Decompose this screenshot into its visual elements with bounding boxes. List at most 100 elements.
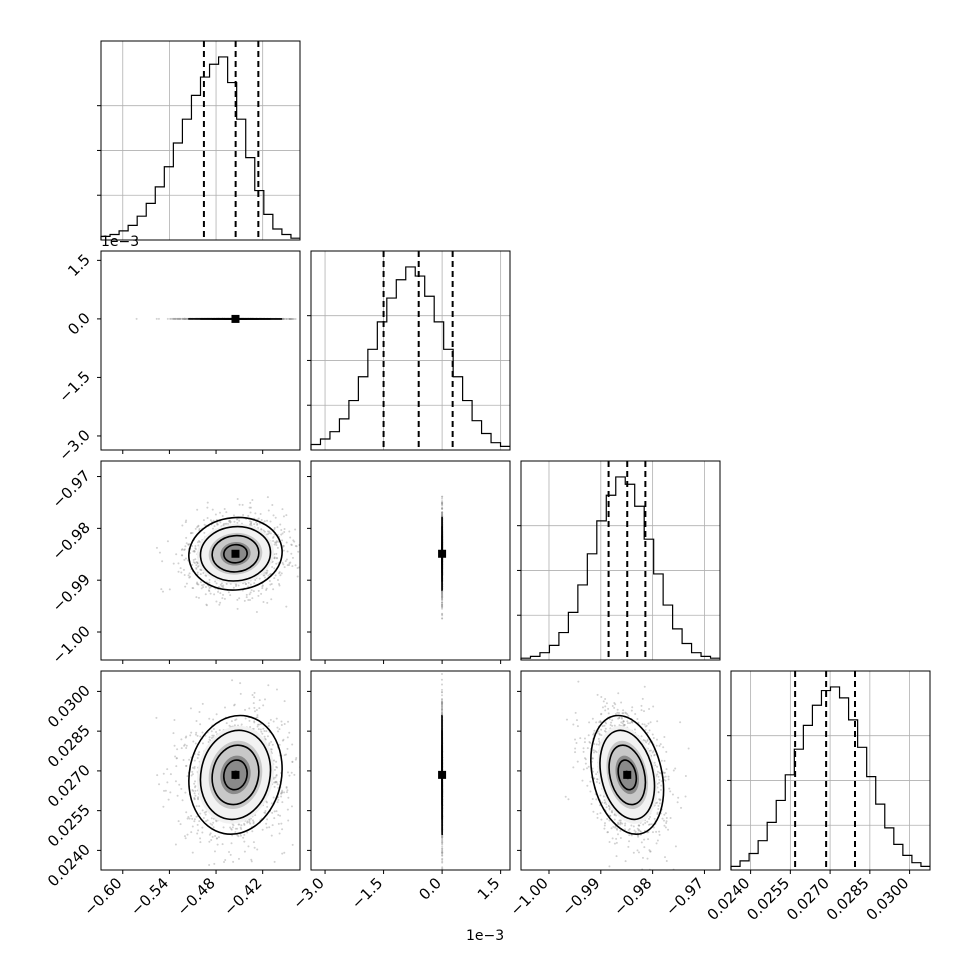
scatter-point	[441, 502, 444, 505]
scatter-point	[257, 594, 260, 597]
scatter-point	[441, 596, 444, 599]
scatter-point	[201, 831, 204, 834]
scatter-point	[186, 317, 189, 320]
scatter-point	[184, 791, 187, 794]
scatter-point	[195, 719, 198, 722]
scatter-point	[236, 607, 239, 610]
scatter-point	[195, 582, 198, 585]
scatter-point	[296, 567, 299, 570]
scatter-point	[215, 600, 218, 603]
scatter-point	[232, 824, 235, 827]
scatter-point	[263, 520, 266, 523]
scatter-point	[278, 571, 281, 574]
scatter-point	[155, 546, 158, 549]
scatter-point	[277, 540, 280, 543]
scatter-point	[222, 524, 225, 527]
scatter-point	[290, 544, 293, 547]
scatter-point	[196, 757, 199, 760]
scatter-point	[441, 514, 444, 517]
scatter-point	[197, 539, 200, 542]
scatter-point	[291, 843, 294, 846]
scatter-point	[273, 528, 276, 531]
scatter-point	[215, 730, 218, 733]
scatter-point	[177, 317, 180, 320]
scatter-point	[270, 802, 273, 805]
scatter-point	[222, 522, 225, 525]
scatter-point	[161, 590, 164, 593]
scatter-point	[228, 519, 231, 522]
scatter-point	[218, 603, 221, 606]
scatter-point	[212, 821, 215, 824]
scatter-point	[192, 789, 195, 792]
scatter-point	[440, 601, 443, 604]
scatter-point	[289, 317, 292, 320]
scatter-point	[189, 707, 192, 710]
scatter-point	[215, 582, 218, 585]
scatter-point	[441, 507, 444, 510]
scatter-point	[191, 563, 194, 566]
scatter-point	[286, 550, 289, 553]
scatter-point	[288, 530, 291, 533]
scatter-point	[250, 523, 253, 526]
scatter-point	[196, 571, 199, 574]
density-peak	[231, 549, 240, 558]
scatter-point	[192, 550, 195, 553]
scatter-point	[214, 580, 217, 583]
scatter-point	[176, 317, 179, 320]
scatter-point	[237, 835, 240, 838]
scatter-point	[270, 582, 273, 585]
scatter-point	[224, 522, 227, 525]
scatter-point	[212, 734, 215, 737]
scatter-point	[282, 317, 285, 320]
scatter-point	[287, 720, 290, 723]
scatter-point	[262, 574, 265, 577]
scatter-point	[222, 584, 225, 587]
scatter-point	[176, 748, 179, 751]
scatter-point	[441, 598, 444, 601]
panel-1-2	[438, 495, 447, 620]
scatter-point	[189, 532, 192, 535]
scatter-point	[225, 582, 228, 585]
scatter-point	[297, 550, 300, 553]
scatter-point	[179, 823, 182, 826]
scatter-point	[302, 539, 304, 541]
scatter-point	[185, 765, 188, 768]
scatter-point	[291, 760, 294, 763]
scatter-point	[275, 688, 278, 691]
scatter-point	[270, 740, 273, 743]
scatter-point	[232, 514, 235, 517]
scatter-point	[275, 760, 278, 763]
scatter-point	[249, 583, 252, 586]
scatter-point	[229, 521, 232, 524]
scatter-point	[199, 812, 202, 815]
scatter-point	[281, 828, 284, 831]
scatter-point	[441, 501, 444, 504]
scatter-point	[262, 704, 265, 707]
scatter-point	[244, 582, 247, 585]
scatter-point	[194, 548, 197, 551]
scatter-point	[275, 774, 278, 777]
scatter-point	[236, 497, 239, 500]
scatter-point	[205, 810, 208, 813]
scatter-point	[210, 838, 213, 841]
scatter-point	[288, 317, 291, 320]
scatter-point	[273, 759, 276, 762]
scatter-point	[441, 507, 444, 510]
scatter-point	[221, 597, 224, 600]
scatter-point	[256, 725, 259, 728]
scatter-point	[253, 706, 256, 709]
scatter-point	[247, 581, 250, 584]
scatter-point	[216, 523, 219, 526]
scatter-point	[176, 317, 179, 320]
scatter-point	[293, 540, 296, 543]
scatter-point	[247, 514, 250, 517]
scatter-point	[168, 588, 171, 591]
scatter-point	[274, 776, 277, 779]
scatter-point	[253, 696, 256, 699]
scatter-point	[203, 811, 206, 814]
scatter-point	[303, 318, 305, 320]
scatter-point	[441, 594, 444, 597]
scatter-point	[280, 572, 283, 575]
scatter-point	[225, 511, 228, 514]
scatter-point	[441, 614, 444, 617]
